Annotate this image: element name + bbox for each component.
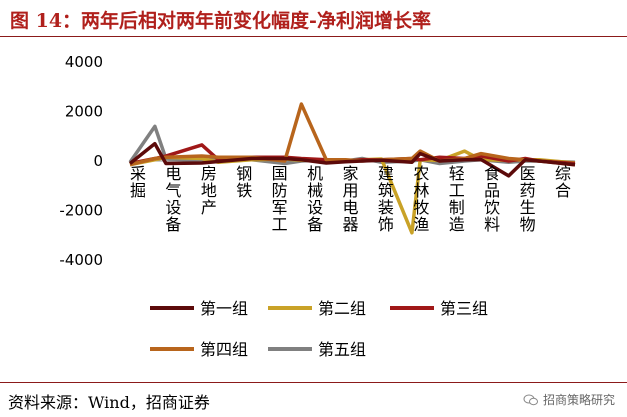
x-category-label: 钢铁 xyxy=(236,164,252,200)
x-category-label: 轻工制造 xyxy=(449,164,465,234)
y-tick-label: -2000 xyxy=(59,202,103,220)
series-line-1 xyxy=(128,141,576,178)
y-tick-label: 4000 xyxy=(65,53,103,71)
x-category-label: 家用电器 xyxy=(342,164,358,234)
x-category-label: 建筑装饰 xyxy=(378,164,394,234)
y-tick-label: 0 xyxy=(93,152,103,170)
x-category-label: 采掘 xyxy=(130,164,146,200)
x-category-label: 电气设备 xyxy=(165,164,181,234)
x-category-label: 国防军工 xyxy=(272,164,288,234)
y-axis-tick-labels: 4000 2000 0 -2000 -4000 xyxy=(59,53,103,269)
legend-label: 第五组 xyxy=(318,340,366,359)
legend-label: 第二组 xyxy=(318,299,366,318)
line-chart: 4000 2000 0 -2000 -4000 采掘 电气设备 房地产 钢铁 国防军工 机械设备 家… xyxy=(59,53,576,359)
watermark-text: 招商策略研究 xyxy=(542,393,615,407)
x-category-label: 机械设备 xyxy=(307,164,323,234)
series-line-4 xyxy=(129,102,576,167)
source-note: 资料来源：Wind，招商证券 xyxy=(8,393,210,412)
legend-label: 第四组 xyxy=(200,340,248,359)
x-category-label: 房地产 xyxy=(201,164,217,217)
wechat-icon xyxy=(523,394,538,405)
figure-footer: 资料来源：Wind，招商证券 招商策略研究 xyxy=(0,382,627,417)
x-category-label: 医药生物 xyxy=(520,164,536,234)
figure-header: 图 14：两年后相对两年前变化幅度-净利润增长率 xyxy=(0,0,627,37)
x-category-label: 综合 xyxy=(555,164,571,200)
legend-label: 第一组 xyxy=(200,299,248,318)
series-lines xyxy=(128,102,576,235)
figure-title: 图 14：两年后相对两年前变化幅度-净利润增长率 xyxy=(10,10,431,32)
x-axis-category-labels: 采掘 电气设备 房地产 钢铁 国防军工 机械设备 家用电器 建筑装饰 农林牧渔 轻工制造 食品饮料 医… xyxy=(130,164,571,234)
y-tick-label: -4000 xyxy=(59,251,103,269)
x-category-label: 食品饮料 xyxy=(484,164,500,234)
y-tick-label: 2000 xyxy=(65,103,103,121)
legend-label: 第三组 xyxy=(440,299,488,318)
x-category-label: 农林牧渔 xyxy=(413,164,429,234)
watermark: 招商策略研究 xyxy=(523,391,615,408)
